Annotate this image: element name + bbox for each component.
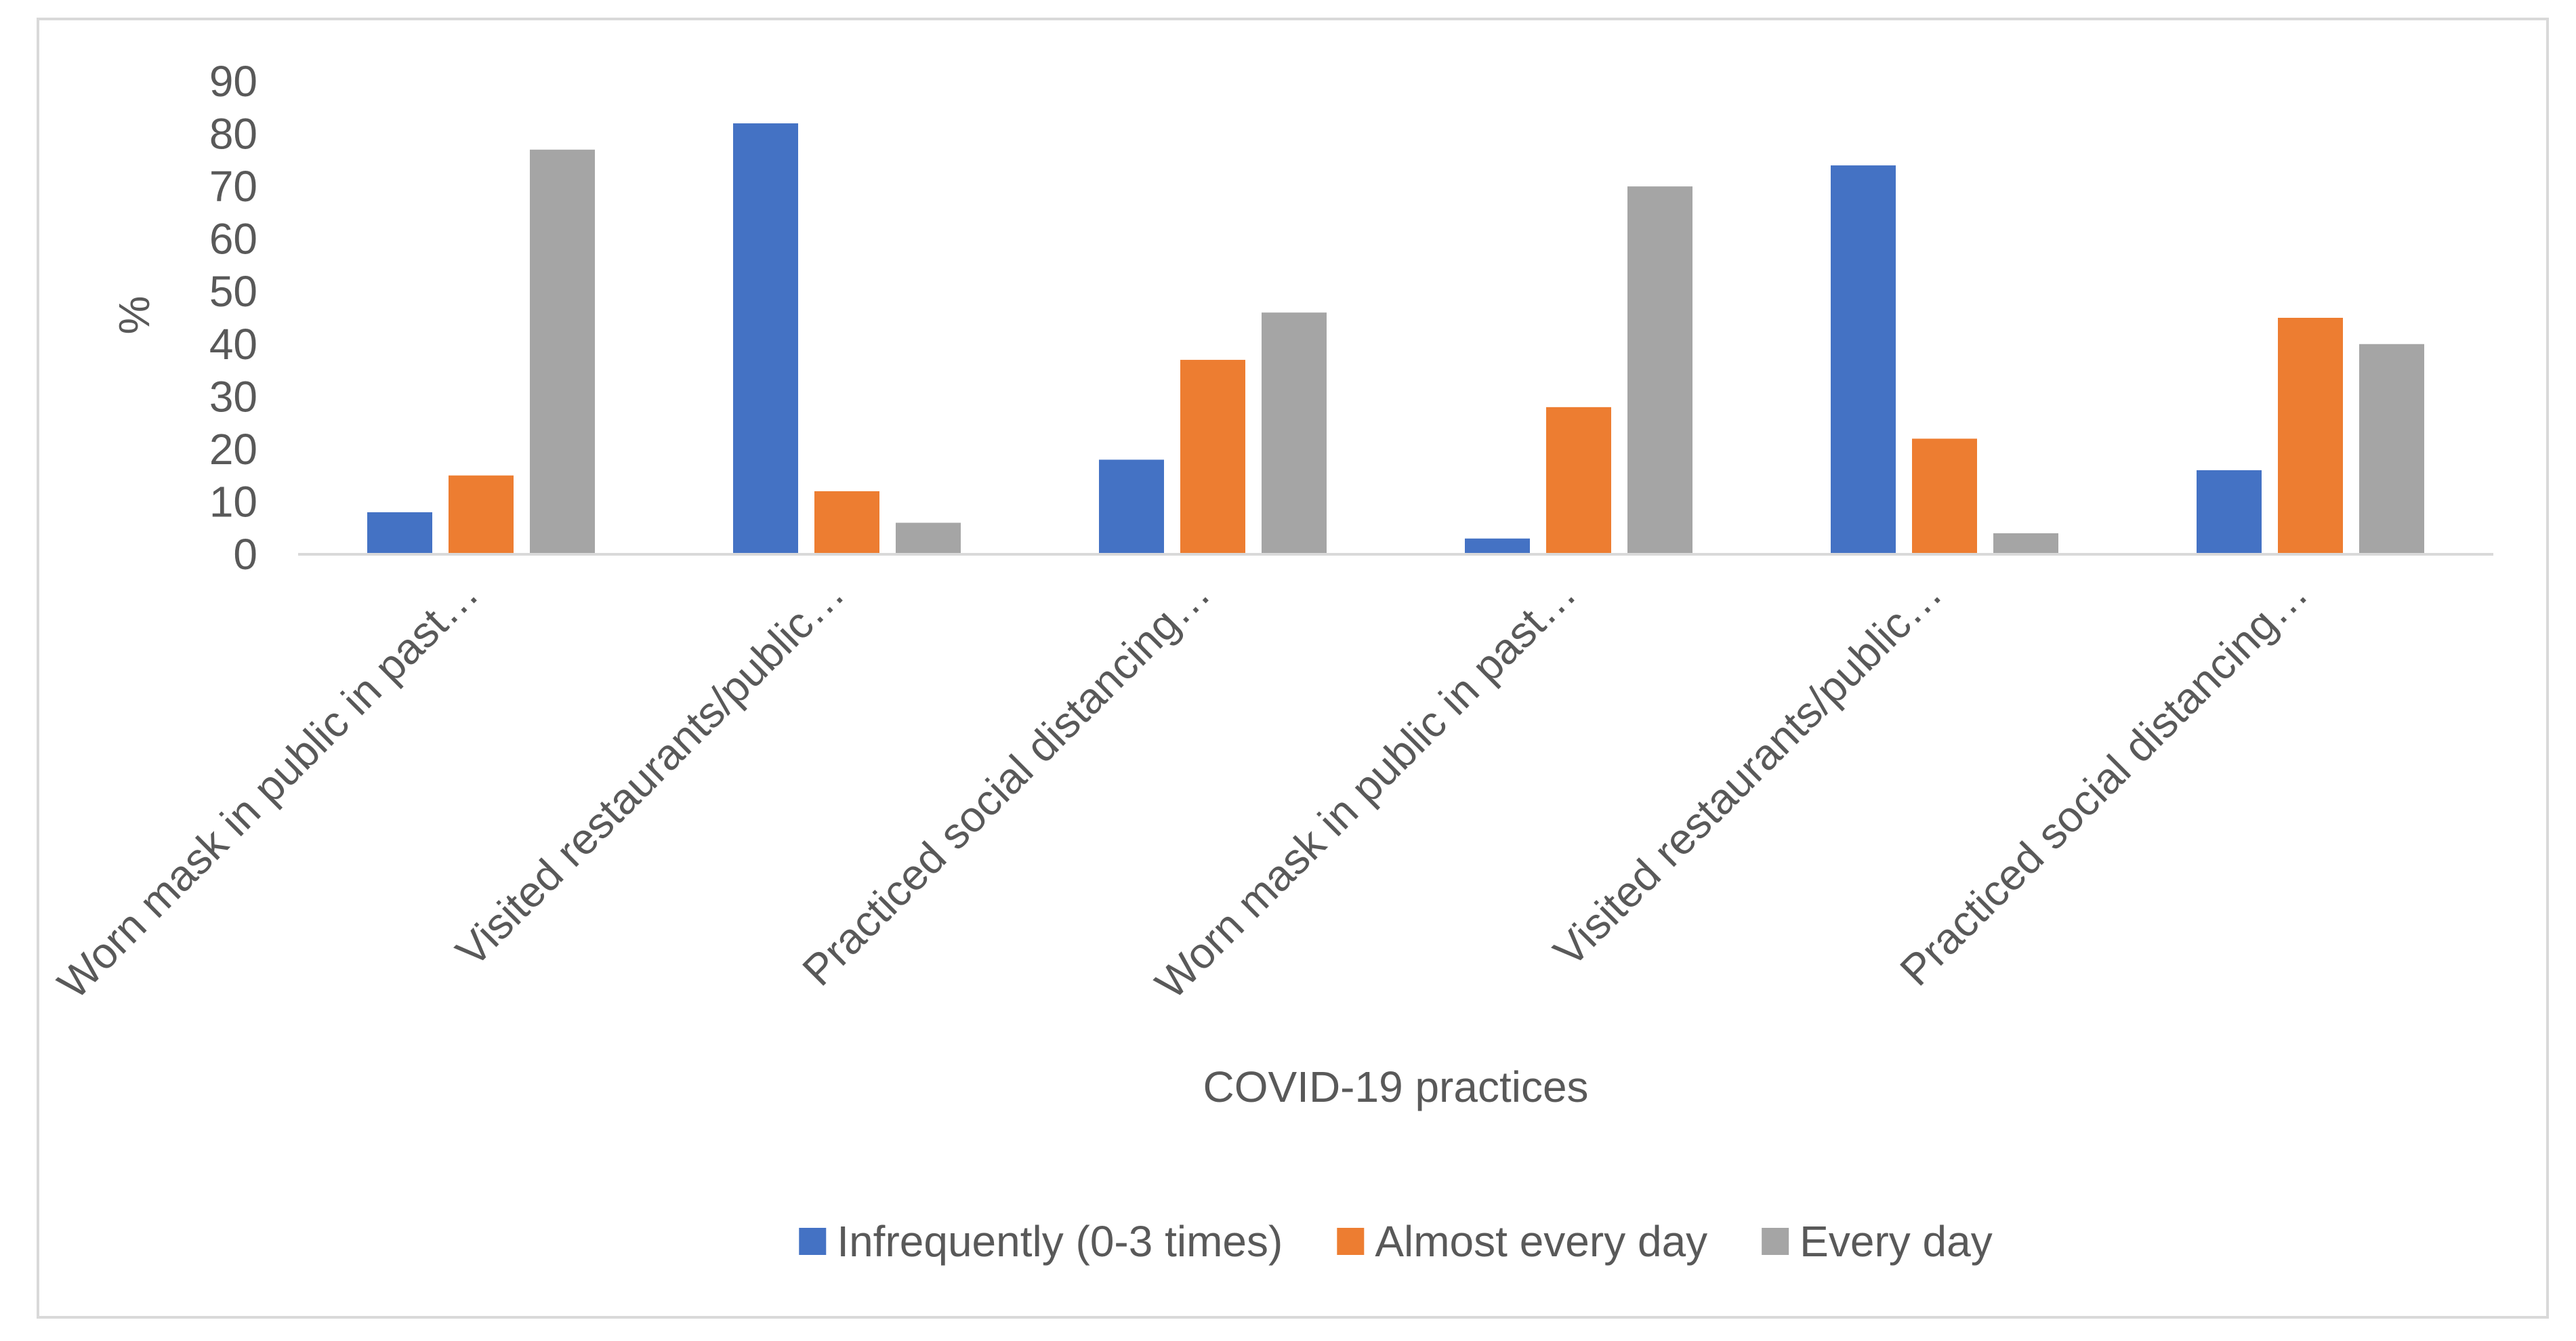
bar bbox=[1546, 407, 1611, 554]
bar bbox=[733, 123, 798, 555]
chart-border bbox=[37, 18, 2549, 1319]
bar bbox=[530, 149, 595, 555]
y-tick-label: 80 bbox=[209, 110, 257, 159]
bar bbox=[1993, 533, 2058, 554]
bar bbox=[1465, 538, 1530, 554]
bar bbox=[1912, 438, 1977, 554]
y-tick-label: 70 bbox=[209, 162, 257, 211]
bars bbox=[367, 123, 2424, 555]
legend-label: Every day bbox=[1800, 1217, 1993, 1266]
legend-swatch bbox=[799, 1228, 827, 1255]
x-axis-title: COVID-19 practices bbox=[1203, 1063, 1588, 1111]
legend-swatch bbox=[1337, 1228, 1365, 1255]
bar bbox=[1831, 165, 1896, 555]
legend: Infrequently (0-3 times) Almost every day… bbox=[799, 1217, 1993, 1266]
y-tick-label: 60 bbox=[209, 215, 257, 264]
y-tick-label: 50 bbox=[209, 267, 257, 316]
y-tick-label: 10 bbox=[209, 477, 257, 526]
bar bbox=[449, 475, 514, 554]
y-tick-label: 20 bbox=[209, 425, 257, 474]
bar bbox=[1627, 186, 1692, 555]
y-tick-label: 90 bbox=[209, 57, 257, 106]
y-tick-label: 40 bbox=[209, 320, 257, 369]
y-tick-label: 30 bbox=[209, 372, 257, 421]
bar bbox=[1180, 360, 1245, 554]
bar bbox=[367, 512, 432, 554]
legend-label: Infrequently (0-3 times) bbox=[837, 1217, 1283, 1266]
bar bbox=[896, 522, 961, 554]
bar bbox=[1262, 312, 1327, 554]
legend-swatch bbox=[1762, 1228, 1789, 1255]
bar bbox=[2278, 318, 2343, 554]
bar bbox=[1099, 459, 1164, 554]
legend-label: Almost every day bbox=[1375, 1217, 1707, 1266]
bar bbox=[814, 491, 879, 554]
y-tick-label: 0 bbox=[233, 530, 257, 579]
y-axis-title: % bbox=[110, 296, 159, 335]
bar bbox=[2359, 344, 2424, 554]
bar bbox=[2197, 470, 2262, 554]
